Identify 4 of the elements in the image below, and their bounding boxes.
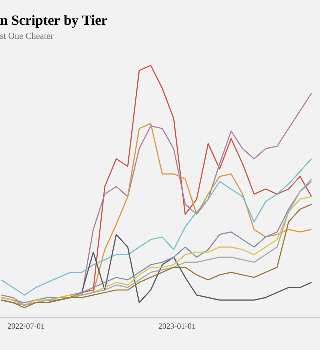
chart-title: n Scripter by Tier (0, 15, 108, 28)
x-tick-label: 2022-07-01 (8, 324, 44, 330)
x-tick-label: 2023-01-01 (158, 324, 196, 330)
chart-subtitle: st One Cheater (0, 32, 54, 40)
